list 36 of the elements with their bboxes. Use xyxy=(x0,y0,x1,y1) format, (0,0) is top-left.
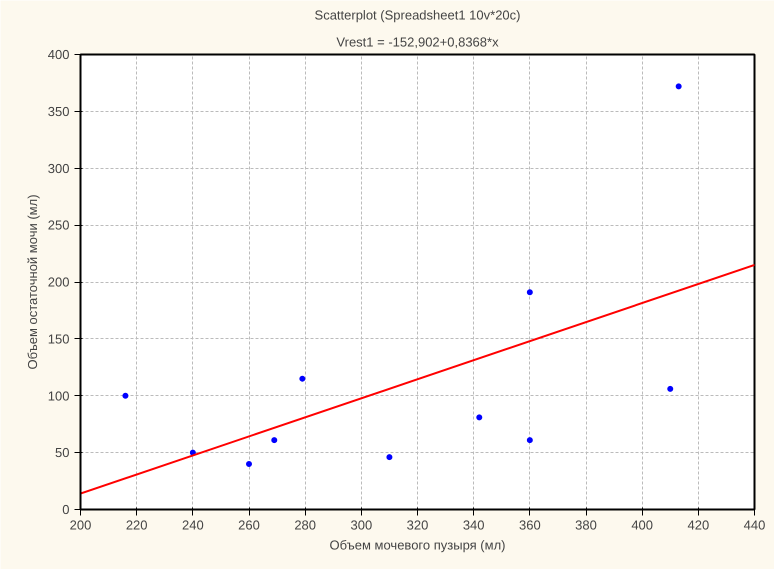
x-tick-label: 280 xyxy=(294,518,316,532)
point xyxy=(526,289,533,296)
y-tick-label: 0 xyxy=(62,502,70,517)
x-tick-label: 220 xyxy=(126,518,148,532)
x-tick-label: 200 xyxy=(70,518,92,532)
point xyxy=(386,454,392,460)
y-tick-label: 400 xyxy=(48,47,70,62)
point xyxy=(676,83,682,90)
x-tick-label: 300 xyxy=(350,518,372,532)
y-tick-label: 300 xyxy=(48,160,70,176)
x-tick-label: 420 xyxy=(687,518,710,532)
x-tick-label: 320 xyxy=(406,518,428,532)
point xyxy=(526,437,533,444)
x-tick-label: 440 xyxy=(744,518,766,532)
chart-title: Scatterplot (Spreadsheet1 10v*20c) xyxy=(314,8,520,22)
point xyxy=(667,386,674,392)
x-tick-label: 340 xyxy=(462,518,485,532)
point xyxy=(476,414,482,420)
y-tick-label: 50 xyxy=(55,445,70,460)
y-tick-label: 150 xyxy=(48,331,70,346)
x-tick-label: 260 xyxy=(238,518,260,532)
point xyxy=(299,376,306,382)
y-tick-label: 350 xyxy=(48,104,70,119)
x-tick-label: 360 xyxy=(518,518,541,532)
point xyxy=(122,392,128,399)
x-tick-label: 380 xyxy=(575,518,597,532)
x-tick-label: 240 xyxy=(182,518,204,532)
y-tick-label: 100 xyxy=(48,388,70,404)
x-tick-label: 400 xyxy=(631,518,654,532)
y-tick-label: 250 xyxy=(48,218,70,233)
point xyxy=(246,461,252,467)
point xyxy=(271,437,278,444)
y-tick-label: 200 xyxy=(48,274,70,290)
chart-subtitle: Vrest1 = -152,902+0,8368*x xyxy=(336,34,500,50)
x-axis-title: Объем мочевого пузыря (мл) xyxy=(330,538,506,552)
y-axis-title: Объем остаточной мочи (мл) xyxy=(24,194,40,370)
